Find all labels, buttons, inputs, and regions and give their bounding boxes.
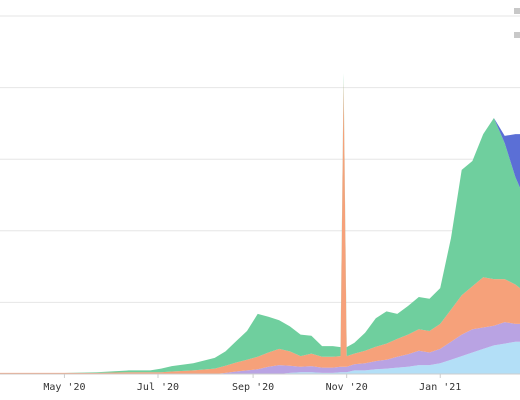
x-tick-label: Jan '21 — [419, 382, 461, 393]
legend-marker[interactable] — [514, 32, 520, 38]
legend — [514, 8, 520, 38]
grid-layer — [0, 15, 520, 303]
x-tick-label: Jul '20 — [137, 382, 179, 393]
x-tick-label: May '20 — [43, 382, 85, 393]
legend-marker[interactable] — [514, 8, 520, 14]
area-series-2 — [0, 322, 520, 374]
x-tick-label: Sep '20 — [232, 382, 274, 393]
area-layer — [0, 73, 520, 375]
area-series-1 — [0, 341, 520, 374]
x-tick-label: Nov '20 — [326, 382, 368, 393]
x-axis: May '20 Jul '20 Sep '20 Nov '20 Jan '21 — [0, 373, 520, 393]
